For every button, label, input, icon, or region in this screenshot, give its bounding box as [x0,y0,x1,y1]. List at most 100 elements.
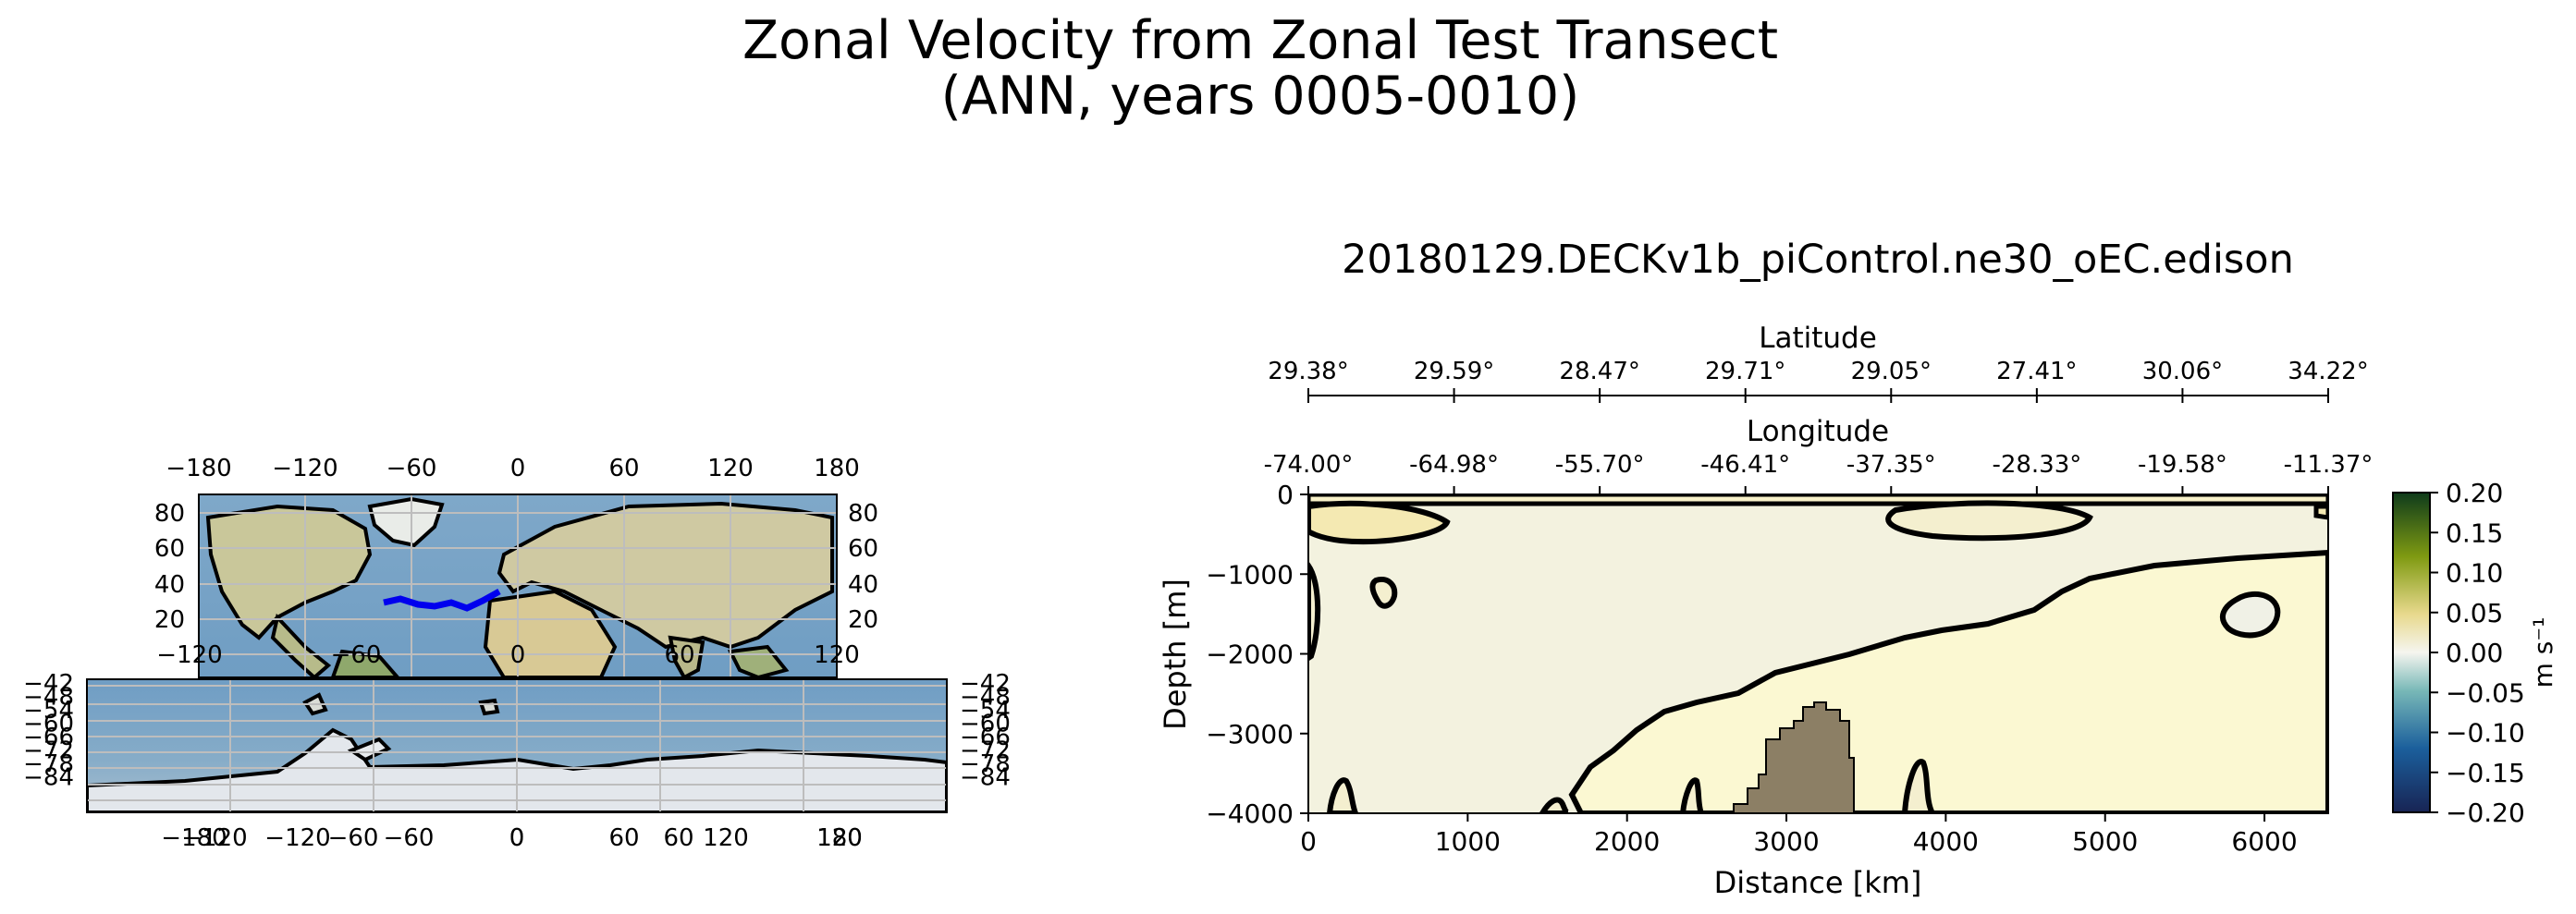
longitude-axis-label: Longitude [1747,415,1889,448]
upper-map-left-tick-label: 60 [154,535,185,563]
section-x-tick-label: 3000 [1753,826,1819,857]
lower-map-bottom-tick-label: −60 [384,824,435,852]
upper-map-right-tick-label: 40 [848,571,878,599]
figure-title-line-1: Zonal Velocity from Zonal Test Transect [742,10,1779,71]
colorbar-tick-label: 0.00 [2446,638,2503,668]
section-y-tick-label: −1000 [1206,559,1294,590]
lower-map-bottom-tick-label-overlap: −60 [328,824,379,852]
latitude-tick-label: 29.71° [1705,358,1785,385]
section-y-tick-label: 0 [1277,480,1294,510]
lower-map-left-tick-label: −78 [23,750,74,778]
upper-map-bottom-tick-label: 0 [510,641,526,669]
lower-map-right-tick-label: −42 [960,670,1011,698]
latitude-tick-label: 29.05° [1851,358,1932,385]
section-plot: 20180129.DECKv1b_piControl.ne30_oEC.edis… [1158,237,2558,900]
lower-map-left-tick-label: −42 [23,670,74,698]
lower-map-bottom-tick-label: −120 [264,824,330,852]
colorbar-tick-label: 0.20 [2446,478,2503,508]
colorbar-ticks: 0.20 0.15 0.10 0.05 0.00 −0.05 −0.10 −0.15 −0.20 [2430,478,2525,828]
upper-map-land [205,496,834,677]
latitude-tick-label: 29.38° [1268,358,1348,385]
topography [1733,701,1855,813]
surface-layer [1308,494,2328,506]
longitude-tick-label: -28.33° [1992,451,2081,479]
colorbar-tick-label: 0.15 [2446,518,2503,548]
upper-map-top-tick-label: −120 [272,455,337,482]
upper-map-top-tick-label: 120 [707,455,754,482]
longitude-tick-label: -55.70° [1555,451,1645,479]
negative-eddy [2219,591,2281,639]
upper-map-bottom-tick-label: −120 [156,641,222,669]
upper-map-top-tick-label: 0 [510,455,526,482]
lower-map-bottom-tick-label: 0 [509,824,525,852]
upper-map-right-tick-label: 80 [848,500,878,528]
lower-map-left-tick-label: −66 [23,724,74,751]
upper-map-bottom-tick-label: −60 [331,641,382,669]
small-eddy-west [1369,577,1398,609]
lower-map-left-tick-label: −72 [23,737,74,765]
section-title: 20180129.DECKv1b_piControl.ne30_oEC.edis… [1342,237,2294,283]
lower-map-right-tick-label: −66 [960,724,1011,751]
colorbar-tick-label: −0.20 [2446,798,2525,828]
positive-region-east [1568,549,2328,813]
lower-map-right-tick-label: −48 [960,684,1011,712]
surface-positive-central [1885,500,2093,542]
upper-map: −180 −120 −60 0 60 120 180 80 60 40 20 80 60 40 20 −… [154,455,878,678]
lower-map-bottom-tick-label: 120 [703,824,749,852]
lower-map-right-tick-label: −84 [960,764,1011,792]
section-contours [1308,494,2328,813]
longitude-tick-label: -46.41° [1700,451,1790,479]
longitude-tick-label: -19.58° [2138,451,2227,479]
longitude-tick-label: -37.35° [1846,451,1936,479]
lower-map-right-tick-label: −54 [960,697,1011,725]
upper-map-top-tick-label: −180 [166,455,231,482]
section-x-ticks: 0 1000 2000 3000 4000 5000 6000 [1300,813,2298,857]
figure-title-line-2: (ANN, years 0005-0010) [940,66,1580,127]
lower-map-right-tick-label: −60 [960,711,1011,738]
colorbar-tick-label: 0.10 [2446,558,2503,589]
section-y-tick-label: −4000 [1206,798,1294,829]
upper-map-bottom-tick-label: 120 [814,641,860,669]
section-y-ticks: 0 −1000 −2000 −3000 −4000 [1206,480,1308,829]
upper-map-right-tick-label: 60 [848,535,878,563]
lower-map-left-tick-label: −48 [23,684,74,712]
colorbar-tick-label: −0.15 [2446,758,2525,788]
latitude-tick-label: 28.47° [1559,358,1639,385]
lower-map-bottom-tick-label-overlap: 60 [663,824,693,852]
surface-positive-west [1308,500,1451,545]
lower-map-left-ticks: −42−48−54−60−66−72−78−84 [23,670,74,792]
section-y-tick-label: −2000 [1206,640,1294,670]
upper-map-left-tick-label: 40 [154,571,185,599]
latitude-axis-label: Latitude [1759,322,1877,355]
upper-map-left-tick-label: 80 [154,500,185,528]
lower-map-gridlines [87,679,947,812]
section-x-tick-label: 1000 [1435,826,1501,857]
colorbar-label: m s⁻¹ [2528,617,2558,689]
section-x-tick-label: 4000 [1913,826,1979,857]
longitude-tick-label: -64.98° [1409,451,1499,479]
lower-map-left-tick-label: −84 [23,764,74,792]
section-x-tick-label: 5000 [2072,826,2138,857]
upper-map-left-ticks: 80 60 40 20 [154,500,185,634]
upper-map-right-ticks: 80 60 40 20 [848,500,878,634]
lower-map: −42−48−54−60−66−72−78−84 −42−48−54−60−66… [23,670,1011,852]
transect-line [383,588,501,612]
latitude-tick-label: 34.22° [2288,358,2368,385]
lower-map-left-tick-label: −60 [23,711,74,738]
lower-map-frame [86,678,948,813]
upper-map-top-tick-label: 60 [608,455,639,482]
upper-map-top-ticks: −180 −120 −60 0 60 120 180 [166,455,860,482]
section-y-tick-label: −3000 [1206,719,1294,749]
colorbar-tick-label: −0.05 [2446,677,2525,708]
longitude-ticks: -74.00° -64.98° -55.70° -46.41° -37.35° -28.3… [1264,451,2374,494]
upper-map-bottom-tick-label: 60 [664,641,694,669]
longitude-tick-label: -11.37° [2284,451,2374,479]
colorbar-tick-label: 0.05 [2446,598,2503,628]
section-x-tick-label: 2000 [1594,826,1660,857]
colorbar [2392,492,2431,813]
lower-map-right-tick-label: −72 [960,737,1011,765]
y-axis-label: Depth [m] [1158,579,1193,730]
upper-map-gridlines [199,494,837,677]
upper-map-top-tick-label: −60 [386,455,437,482]
